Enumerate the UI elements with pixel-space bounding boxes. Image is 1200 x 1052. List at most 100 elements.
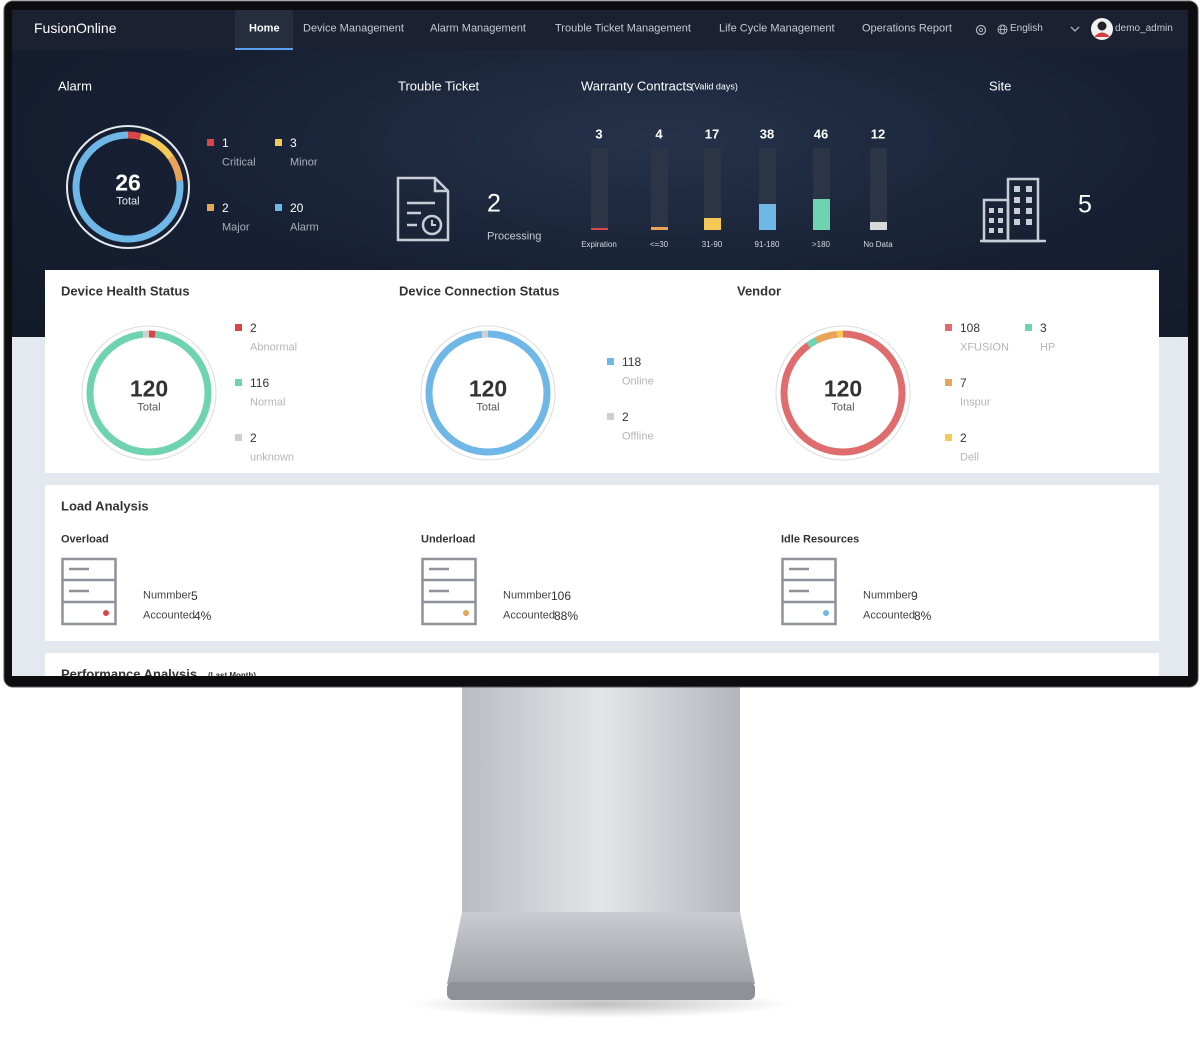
card-title: Vendor (737, 283, 782, 299)
legend-label: Normal (250, 396, 286, 409)
legend-value: 2 (622, 410, 629, 424)
status-dot (463, 610, 469, 616)
bar-value: 3 (595, 126, 603, 142)
bar (704, 218, 721, 230)
bar-track (870, 148, 887, 230)
donut-outline (81, 325, 217, 461)
donut-total: 120 (468, 375, 508, 402)
metric-value: 88% (554, 609, 579, 623)
bar-label: <=30 (649, 240, 669, 249)
card-title: Load Analysis (61, 498, 149, 514)
bar (759, 204, 776, 230)
legend-swatch (275, 139, 282, 146)
bar-track (591, 148, 608, 230)
donut-chart (420, 325, 556, 461)
bar-value: 4 (655, 126, 663, 142)
metric-value: 5 (191, 589, 198, 603)
legend-swatch (235, 324, 242, 331)
legend-swatch (607, 358, 614, 365)
stand-base (447, 912, 755, 984)
donut-outline (420, 325, 556, 461)
donut-outline (66, 125, 190, 249)
section-title: Trouble Ticket (398, 78, 480, 94)
legend-swatch (945, 324, 952, 331)
avatar[interactable] (1091, 18, 1113, 40)
bar-value: 38 (759, 126, 775, 142)
legend-label: Offline (622, 430, 654, 443)
nav-bar (12, 10, 1188, 50)
bar-value: 17 (704, 126, 720, 142)
load-title: Idle Resources (781, 533, 860, 546)
nav-item[interactable]: Trouble Ticket Management (555, 22, 691, 35)
legend-value: 7 (960, 376, 967, 390)
nav-item[interactable]: Device Management (303, 22, 404, 35)
legend-value: 2 (250, 321, 257, 335)
legend-value: 3 (290, 136, 297, 150)
metric-label: Accounted (143, 609, 195, 622)
server-frame (781, 557, 837, 626)
server-frame (421, 557, 477, 626)
donut-total: 26 (115, 169, 141, 196)
donut-segment (86, 330, 212, 456)
donut-chart (66, 125, 190, 249)
site-icon (980, 177, 1046, 243)
metric-label: Nummber (503, 589, 552, 602)
user-name[interactable]: demo_admin (1115, 23, 1173, 34)
donut-total-label: Total (476, 401, 500, 414)
ticket-icon (396, 176, 450, 242)
performance-card (45, 653, 1159, 676)
legend-value: 20 (290, 201, 304, 215)
active-tab (235, 10, 293, 50)
legend-swatch (945, 434, 952, 441)
legend-swatch (235, 379, 242, 386)
bar-label: Expiration (581, 240, 617, 249)
nav-item[interactable]: Life Cycle Management (719, 22, 835, 35)
server-icon (781, 557, 837, 626)
legend-swatch (235, 434, 242, 441)
donut-total-label: Total (116, 195, 140, 208)
legend-swatch (1025, 324, 1032, 331)
donut-segment (780, 330, 906, 456)
legend-label: Critical (222, 156, 256, 169)
section-subtitle: (Valid days) (691, 81, 738, 92)
server-frame (61, 557, 117, 626)
legend-value: 2 (250, 431, 257, 445)
legend-label: Major (222, 221, 250, 234)
bar (591, 227, 608, 230)
card-title: Device Health Status (61, 283, 190, 299)
status-card (45, 270, 1159, 473)
legend-label: Inspur (960, 396, 991, 409)
language-selector[interactable]: English (1010, 23, 1043, 34)
metric-label: Accounted (863, 609, 915, 622)
legend-swatch (607, 413, 614, 420)
metric-value: 9 (911, 589, 918, 603)
bar-label: >180 (811, 240, 831, 249)
donut-segment (86, 330, 212, 456)
nav-item[interactable]: Alarm Management (430, 22, 526, 35)
bar (651, 227, 668, 230)
stand-neck (462, 686, 740, 914)
legend-label: XFUSION (960, 341, 1009, 354)
metric-value: 8% (914, 609, 932, 623)
nav-item[interactable]: Operations Report (862, 22, 952, 35)
bar-value: 46 (813, 126, 829, 142)
donut-total: 120 (129, 375, 169, 402)
dropdown-icon[interactable] (1070, 25, 1080, 33)
legend-value: 2 (960, 431, 967, 445)
donut-chart (81, 325, 217, 461)
stand-edge (447, 982, 755, 1000)
bar-track (651, 148, 668, 230)
metric-label: Accounted (503, 609, 555, 622)
ticket-label: Processing (487, 230, 542, 243)
legend-value: 3 (1040, 321, 1047, 335)
bar-value: 12 (870, 126, 886, 142)
globe-icon (997, 24, 1008, 35)
server-icon (61, 557, 117, 626)
legend-value: 116 (250, 376, 270, 390)
card-subtitle: (Last Month) (208, 671, 256, 677)
settings-icon[interactable] (974, 23, 988, 37)
status-dot (823, 610, 829, 616)
donut-segment (72, 131, 184, 243)
status-dot (103, 610, 109, 616)
nav-item[interactable]: Home (249, 22, 280, 35)
